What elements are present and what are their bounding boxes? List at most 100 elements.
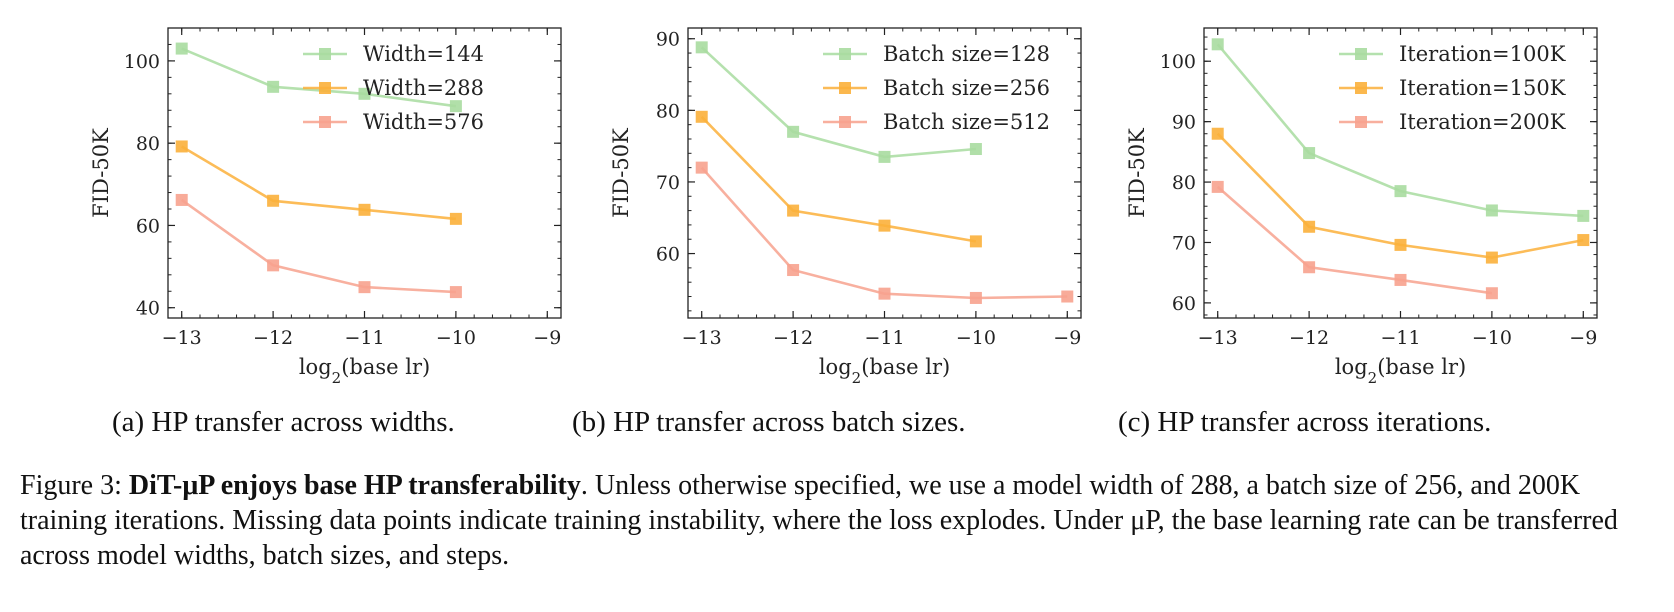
x-tick-label: −10 <box>956 327 996 349</box>
y-tick-label: 80 <box>1172 172 1196 194</box>
data-point <box>695 41 708 54</box>
legend-marker-0 <box>319 48 331 60</box>
y-axis-label: FID-50K <box>89 128 113 218</box>
x-axis-label: log2(base lr) <box>819 355 950 387</box>
series-line-1 <box>181 145 457 221</box>
x-tick-label: −9 <box>1569 327 1597 349</box>
legend-label-2: Width=576 <box>363 110 484 134</box>
y-tick-label: 60 <box>656 244 680 266</box>
data-point <box>695 110 708 123</box>
x-tick-label: −11 <box>344 327 384 349</box>
plot-frame <box>687 27 1082 319</box>
data-point <box>1211 38 1224 51</box>
legend-marker-1 <box>1355 82 1367 94</box>
data-point <box>175 140 188 153</box>
x-tick-label: −12 <box>773 327 813 349</box>
legend-label-2: Batch size=512 <box>883 110 1050 134</box>
y-tick-label: 70 <box>656 172 680 194</box>
x-axis-label: log2(base lr) <box>299 355 430 387</box>
y-tick-label: 90 <box>656 29 680 51</box>
data-point <box>969 291 982 304</box>
y-tick-label: 100 <box>1160 51 1196 73</box>
data-point <box>1394 238 1407 251</box>
subcaption-a: (a) HP transfer across widths. <box>112 406 455 438</box>
subcaption-c: (c) HP transfer across iterations. <box>1118 406 1492 438</box>
legend-marker-0 <box>839 48 851 60</box>
x-tick-label: −13 <box>682 327 722 349</box>
caption-body: . Unless otherwise specified, we use a m… <box>20 470 1618 571</box>
legend-marker-1 <box>839 82 851 94</box>
y-tick-label: 70 <box>1172 232 1196 254</box>
legend-marker-2 <box>839 116 851 128</box>
legend-marker-1 <box>319 82 331 94</box>
data-point <box>1061 290 1074 303</box>
legend-label-1: Batch size=256 <box>883 76 1050 100</box>
caption-prefix: Figure 3: <box>20 470 129 501</box>
data-point <box>787 264 800 277</box>
data-point <box>175 193 188 206</box>
legend-marker-2 <box>1355 116 1367 128</box>
legend-label-1: Width=288 <box>363 76 484 100</box>
legend-label-2: Iteration=200K <box>1399 110 1566 134</box>
data-point <box>1303 147 1316 160</box>
legend-label-0: Iteration=100K <box>1399 42 1566 66</box>
figure-charts: −13 −12 −11 −10 −9 40 60 80 100 log2(base lr) FID-… <box>89 27 1598 387</box>
legend-marker-2 <box>319 116 331 128</box>
y-tick-label: 100 <box>124 51 160 73</box>
data-point <box>449 212 462 225</box>
data-point <box>449 100 462 113</box>
series-line-0 <box>181 47 457 108</box>
data-point <box>1485 287 1498 300</box>
chart-2: −13 −12 −11 −10 −9 60 70 80 90 100 log2(base lr) FI… <box>1125 27 1598 387</box>
y-tick-label: 60 <box>1172 293 1196 315</box>
data-point <box>1485 204 1498 217</box>
y-tick-label: 60 <box>136 215 160 237</box>
x-tick-label: −11 <box>1380 327 1420 349</box>
x-tick-label: −9 <box>533 327 561 349</box>
series-line-2 <box>180 198 456 294</box>
caption-bold: DiT-μP enjoys base HP transferability <box>128 470 581 501</box>
legend-label-1: Iteration=150K <box>1399 76 1566 100</box>
y-axis-label: FID-50K <box>609 128 633 218</box>
figure-caption: Figure 3: DiT-μP enjoys base HP transfer… <box>20 468 1660 573</box>
data-point <box>1303 220 1316 233</box>
data-point <box>969 143 982 156</box>
legend-label-0: Batch size=128 <box>883 42 1050 66</box>
data-point <box>267 259 280 272</box>
data-point <box>175 42 188 55</box>
legend-marker-0 <box>1355 48 1367 60</box>
chart-1: −13 −12 −11 −10 −9 60 70 80 90 log2(base lr) FID-5… <box>609 27 1082 387</box>
x-tick-label: −12 <box>1289 327 1329 349</box>
x-tick-label: −13 <box>162 327 202 349</box>
y-tick-label: 80 <box>656 100 680 122</box>
data-point <box>267 80 280 93</box>
data-point <box>267 194 280 207</box>
data-point <box>1211 127 1224 140</box>
x-tick-label: −12 <box>253 327 293 349</box>
data-point <box>787 125 800 138</box>
data-point <box>969 235 982 248</box>
data-point <box>1394 273 1407 286</box>
data-point <box>358 203 371 216</box>
y-tick-label: 90 <box>1172 112 1196 134</box>
x-tick-label: −9 <box>1053 327 1081 349</box>
x-tick-label: −13 <box>1198 327 1238 349</box>
series-line-0 <box>700 46 977 159</box>
data-point <box>449 286 462 299</box>
data-point <box>358 87 371 100</box>
data-point <box>1303 261 1316 274</box>
subcaption-b: (b) HP transfer across batch sizes. <box>572 406 966 438</box>
x-tick-label: −10 <box>1472 327 1512 349</box>
y-tick-label: 80 <box>136 133 160 155</box>
data-point <box>695 161 708 174</box>
data-point <box>1577 234 1590 247</box>
chart-0: −13 −12 −11 −10 −9 40 60 80 100 log2(base lr) FID-… <box>89 27 562 387</box>
x-axis-label: log2(base lr) <box>1335 355 1466 387</box>
x-tick-label: −10 <box>436 327 476 349</box>
data-point <box>1485 251 1498 264</box>
y-tick-label: 40 <box>136 298 160 320</box>
series-line-2 <box>700 166 1068 300</box>
y-axis-label: FID-50K <box>1125 128 1149 218</box>
data-point <box>878 219 891 232</box>
data-point <box>1394 185 1407 198</box>
